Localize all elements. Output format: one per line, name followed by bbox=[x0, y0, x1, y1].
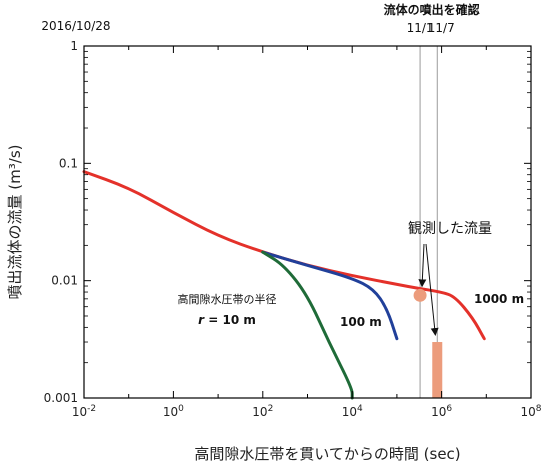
observed-markers bbox=[413, 288, 443, 398]
series-line-100m bbox=[261, 250, 399, 341]
y-axis-title: 噴出流体の流量 (m³/s) bbox=[6, 145, 24, 300]
observed-arrow-point bbox=[418, 243, 427, 288]
x-tick-label: 10-2 bbox=[72, 404, 96, 419]
y-tick-label: 0.01 bbox=[51, 274, 78, 288]
x-tick-label: 108 bbox=[520, 404, 541, 419]
event-label-11-1: 11/1 bbox=[407, 21, 434, 35]
observed-flow-label: 観測した流量 bbox=[408, 220, 492, 237]
observed-point bbox=[413, 288, 427, 302]
event-lines bbox=[419, 46, 438, 398]
series-label-100m: 100 m bbox=[340, 315, 382, 329]
x-tick-label: 104 bbox=[342, 404, 363, 419]
radius-caption: 高間隙水圧帯の半径 bbox=[178, 292, 277, 306]
axis-ticks: 10-2 100 102 104 106 108 1 0.1 0.01 0.001 bbox=[44, 39, 542, 419]
y-tick-label: 0.001 bbox=[44, 391, 78, 405]
observed-arrow-bar bbox=[425, 243, 439, 337]
x-tick-label: 106 bbox=[431, 404, 452, 419]
radius-symbol: r bbox=[198, 313, 205, 327]
event-header: 流体の噴出を確認 bbox=[384, 2, 480, 17]
series-lines bbox=[82, 170, 486, 400]
y-tick-label: 1 bbox=[70, 39, 78, 53]
y-tick-label: 0.1 bbox=[59, 156, 78, 170]
observed-bar bbox=[432, 342, 443, 398]
x-tick-label: 100 bbox=[163, 404, 184, 419]
radius-value: = 10 m bbox=[208, 313, 256, 327]
x-axis-title: 高間隙水圧帯を貫いてからの時間 (sec) bbox=[194, 445, 460, 463]
event-label-11-7: 11/7 bbox=[428, 21, 455, 35]
series-label-1000m: 1000 m bbox=[474, 292, 524, 306]
series-label-10m: r = 10 m bbox=[198, 313, 256, 327]
start-date-label: 2016/10/28 bbox=[41, 19, 110, 33]
x-tick-label: 102 bbox=[252, 404, 273, 419]
series-line-1000m bbox=[82, 170, 486, 341]
